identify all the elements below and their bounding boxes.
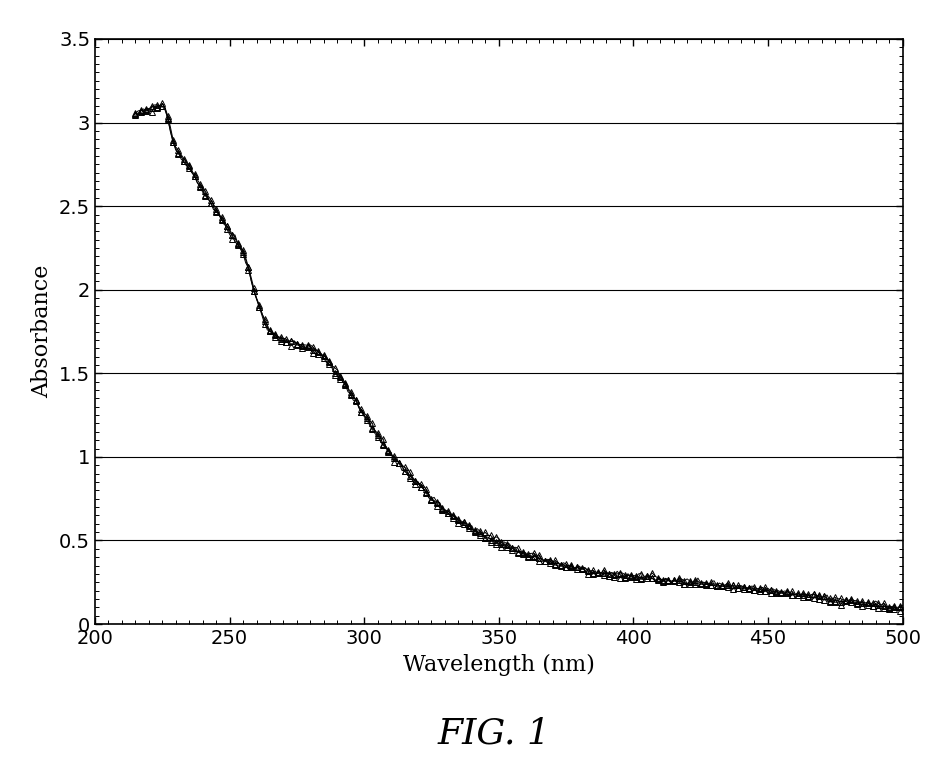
Y-axis label: Absorbance: Absorbance <box>31 265 53 398</box>
Text: FIG. 1: FIG. 1 <box>438 716 550 750</box>
X-axis label: Wavelength (nm): Wavelength (nm) <box>403 654 595 675</box>
